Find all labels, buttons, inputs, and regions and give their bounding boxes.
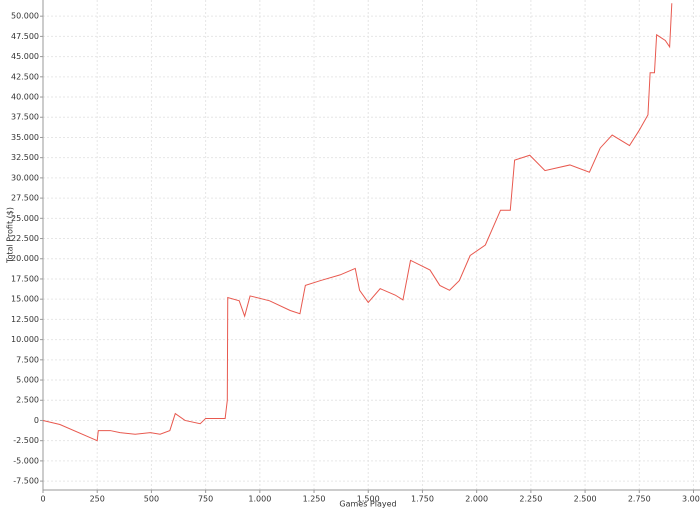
y-tick-label: 5.000: [16, 376, 39, 385]
x-tick-label: 0: [40, 495, 45, 504]
y-tick-label: 40.000: [11, 93, 39, 102]
x-tick-label: 3.000: [682, 495, 700, 504]
x-tick-label: 2.500: [574, 495, 597, 504]
x-tick-label: 2.250: [519, 495, 542, 504]
y-tick-label: 17.500: [11, 274, 39, 283]
y-tick-label: 0: [34, 416, 39, 425]
y-tick-label: 20.000: [11, 254, 39, 263]
y-tick-label: 35.000: [11, 133, 39, 142]
y-tick-label: -7.500: [13, 477, 39, 486]
y-tick-label: 7.500: [16, 355, 39, 364]
x-tick-label: 250: [90, 495, 105, 504]
y-tick-label: -2.500: [13, 436, 39, 445]
y-axis-label: Total Profit ($): [6, 207, 15, 264]
y-tick-label: 22.500: [11, 234, 39, 243]
x-tick-label: 1.500: [357, 495, 380, 504]
y-tick-label: 2.500: [16, 396, 39, 405]
y-tick-label: 15.000: [11, 295, 39, 304]
y-tick-label: 10.000: [11, 335, 39, 344]
y-tick-label: 50.000: [11, 12, 39, 21]
y-tick-label: 42.500: [11, 72, 39, 81]
x-tick-label: 500: [144, 495, 159, 504]
y-tick-label: 47.500: [11, 32, 39, 41]
y-tick-label: 12.500: [11, 315, 39, 324]
x-axis-label: Games Played: [339, 500, 396, 509]
y-tick-label: -5.000: [13, 456, 39, 465]
y-tick-label: 32.500: [11, 153, 39, 162]
y-tick-label: 27.500: [11, 194, 39, 203]
x-tick-label: 1.750: [411, 495, 434, 504]
x-tick-label: 1.000: [248, 495, 271, 504]
profit-line: [42, 3, 673, 442]
y-tick-label: 45.000: [11, 52, 39, 61]
x-tick-label: 2.750: [628, 495, 651, 504]
x-tick-label: 2.000: [465, 495, 488, 504]
y-tick-label: 30.000: [11, 173, 39, 182]
y-tick-label: 37.500: [11, 113, 39, 122]
y-tick-label: 25.000: [11, 214, 39, 223]
x-tick-label: 1.250: [303, 495, 326, 504]
x-tick-label: 750: [198, 495, 213, 504]
